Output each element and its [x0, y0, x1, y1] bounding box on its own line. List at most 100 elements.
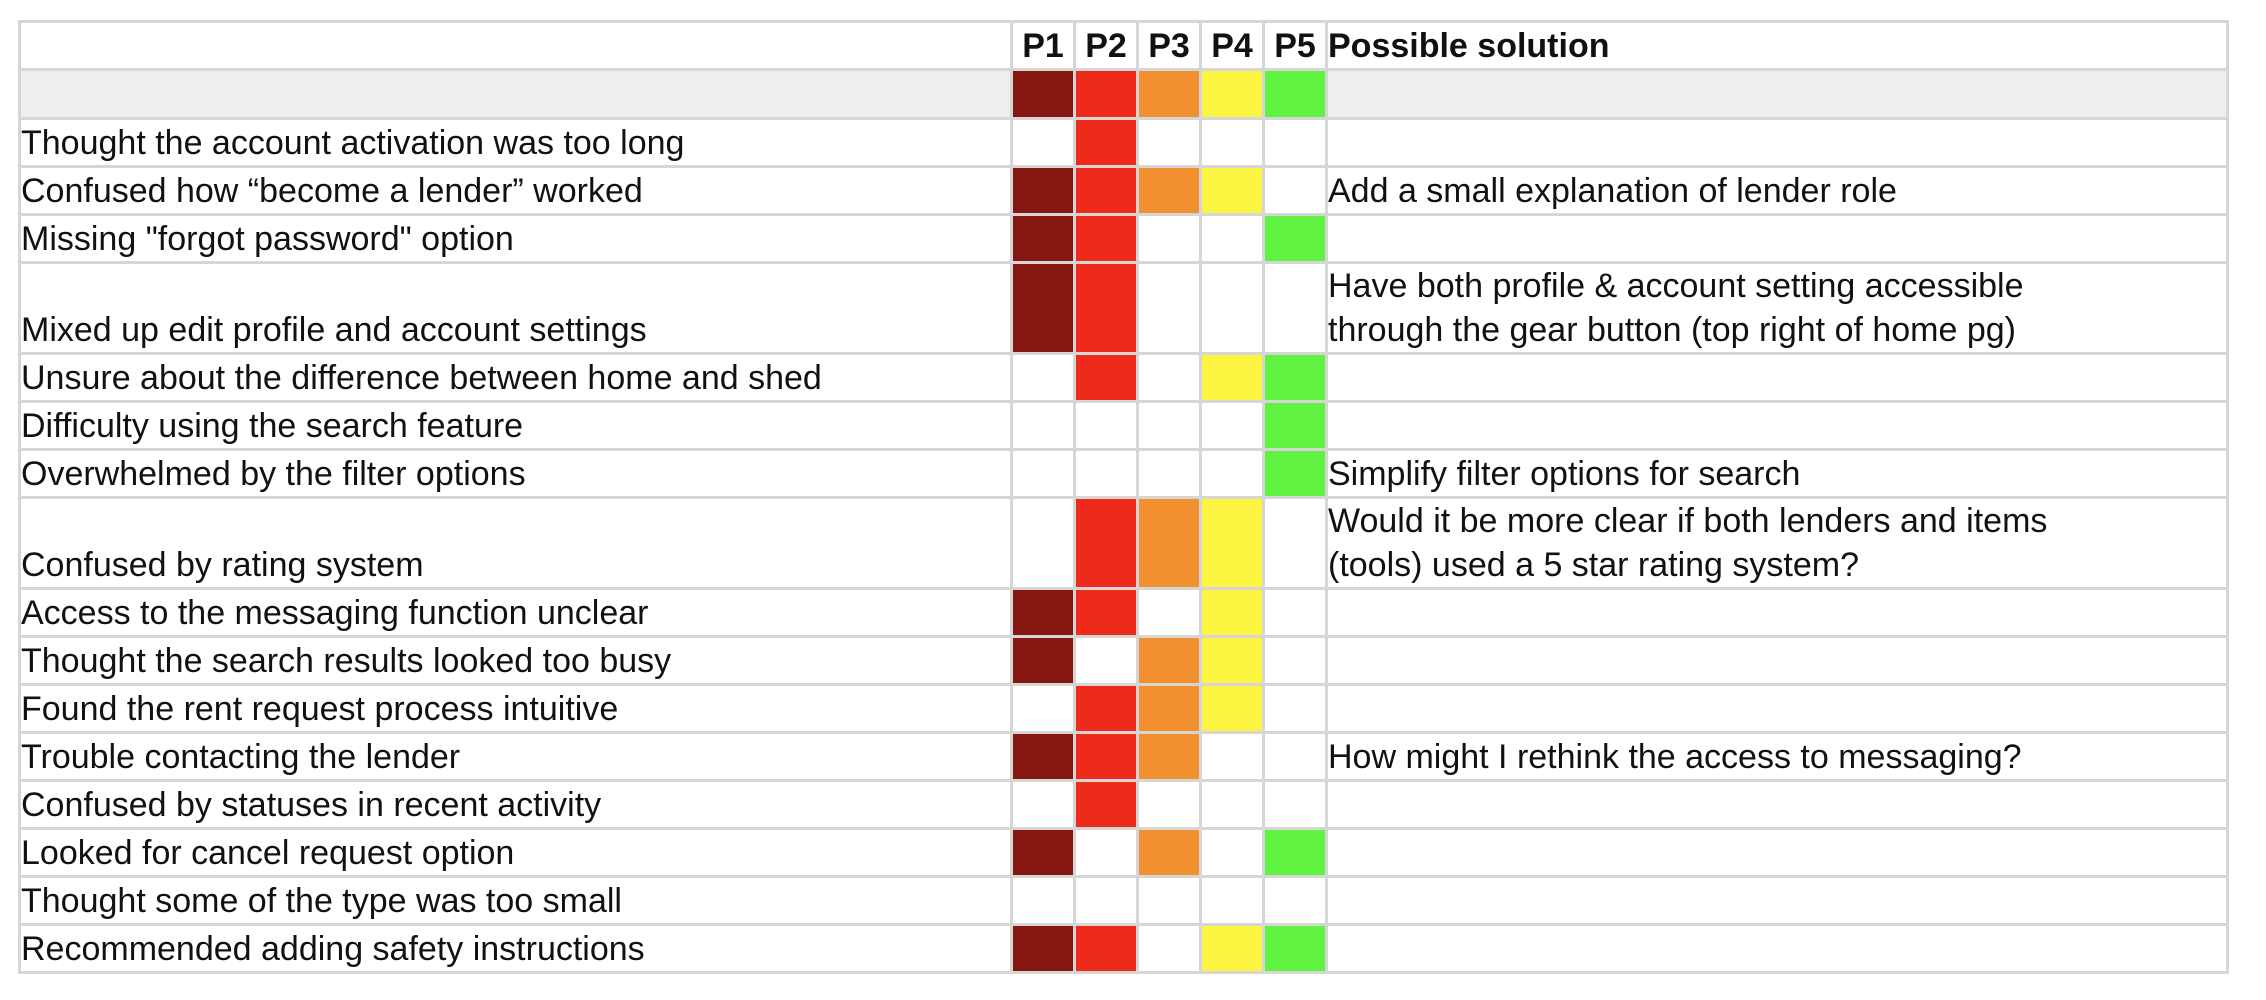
mark-p5	[1262, 587, 1328, 638]
mark-p4	[1199, 731, 1265, 782]
solution-text: Have both profile & account setting acce…	[1325, 261, 2229, 355]
mark-p5	[1262, 117, 1328, 168]
table-row: Trouble contacting the lender How might I…	[18, 731, 2229, 782]
solution-text	[1325, 213, 2229, 264]
mark-p5	[1262, 683, 1328, 734]
table-row: Difficulty using the search feature	[18, 400, 2229, 451]
issue-label: Overwhelmed by the filter options	[18, 448, 1013, 499]
legend-swatch-p1	[1010, 68, 1076, 120]
issue-label: Unsure about the difference between home…	[18, 352, 1013, 403]
solution-header: Possible solution	[1325, 20, 2229, 71]
mark-p3	[1136, 165, 1202, 216]
mark-p5	[1262, 261, 1328, 355]
legend-blank-cell	[18, 68, 1013, 120]
mark-p4	[1199, 875, 1265, 926]
solution-text	[1325, 400, 2229, 451]
mark-p4	[1199, 165, 1265, 216]
solution-text	[1325, 587, 2229, 638]
solution-text	[1325, 117, 2229, 168]
legend-solution-cell	[1325, 68, 2229, 120]
issue-label: Found the rent request process intuitive	[18, 683, 1013, 734]
mark-p5	[1262, 779, 1328, 830]
issue-label: Missing "forgot password" option	[18, 213, 1013, 264]
header-row: P1 P2 P3 P4 P5 Possible solution	[18, 20, 2229, 71]
mark-p1	[1010, 635, 1076, 686]
legend-swatch-p5	[1262, 68, 1328, 120]
mark-p2	[1073, 448, 1139, 499]
issue-label: Thought the account activation was too l…	[18, 117, 1013, 168]
solution-text	[1325, 352, 2229, 403]
mark-p1	[1010, 827, 1076, 878]
mark-p2	[1073, 352, 1139, 403]
issue-label: Looked for cancel request option	[18, 827, 1013, 878]
mark-p3	[1136, 352, 1202, 403]
table-row: Thought the search results looked too bu…	[18, 635, 2229, 686]
mark-p1	[1010, 875, 1076, 926]
mark-p5	[1262, 875, 1328, 926]
issue-label: Recommended adding safety instructions	[18, 923, 1013, 974]
legend-swatch-p3	[1136, 68, 1202, 120]
participant-header-p3: P3	[1136, 20, 1202, 71]
participant-header-p5: P5	[1262, 20, 1328, 71]
mark-p2	[1073, 400, 1139, 451]
mark-p4	[1199, 779, 1265, 830]
mark-p1	[1010, 448, 1076, 499]
mark-p3	[1136, 731, 1202, 782]
mark-p3	[1136, 683, 1202, 734]
mark-p1	[1010, 923, 1076, 974]
table-row: Mixed up edit profile and account settin…	[18, 261, 2229, 355]
mark-p3	[1136, 448, 1202, 499]
mark-p5	[1262, 352, 1328, 403]
mark-p2	[1073, 496, 1139, 590]
mark-p1	[1010, 261, 1076, 355]
table-row: Access to the messaging function unclear	[18, 587, 2229, 638]
legend-swatch-p4	[1199, 68, 1265, 120]
participant-header-p4: P4	[1199, 20, 1265, 71]
mark-p1	[1010, 352, 1076, 403]
mark-p2	[1073, 261, 1139, 355]
mark-p4	[1199, 496, 1265, 590]
issue-label: Difficulty using the search feature	[18, 400, 1013, 451]
issue-label: Confused by statuses in recent activity	[18, 779, 1013, 830]
solution-text	[1325, 875, 2229, 926]
mark-p4	[1199, 352, 1265, 403]
mark-p1	[1010, 117, 1076, 168]
mark-p4	[1199, 683, 1265, 734]
mark-p3	[1136, 261, 1202, 355]
mark-p5	[1262, 448, 1328, 499]
mark-p5	[1262, 635, 1328, 686]
mark-p4	[1199, 261, 1265, 355]
mark-p3	[1136, 923, 1202, 974]
solution-text: Add a small explanation of lender role	[1325, 165, 2229, 216]
mark-p4	[1199, 400, 1265, 451]
solution-text: Simplify filter options for search	[1325, 448, 2229, 499]
mark-p3	[1136, 400, 1202, 451]
mark-p5	[1262, 496, 1328, 590]
mark-p1	[1010, 779, 1076, 830]
mark-p3	[1136, 635, 1202, 686]
mark-p5	[1262, 400, 1328, 451]
mark-p1	[1010, 683, 1076, 734]
solution-text	[1325, 923, 2229, 974]
mark-p2	[1073, 923, 1139, 974]
participant-header-p2: P2	[1073, 20, 1139, 71]
mark-p2	[1073, 731, 1139, 782]
issue-label: Thought the search results looked too bu…	[18, 635, 1013, 686]
table-row: Overwhelmed by the filter options Simplif…	[18, 448, 2229, 499]
mark-p2	[1073, 635, 1139, 686]
mark-p4	[1199, 923, 1265, 974]
mark-p1	[1010, 587, 1076, 638]
solution-text	[1325, 635, 2229, 686]
mark-p5	[1262, 827, 1328, 878]
legend-swatch-p2	[1073, 68, 1139, 120]
mark-p3	[1136, 117, 1202, 168]
mark-p3	[1136, 827, 1202, 878]
mark-p4	[1199, 213, 1265, 264]
issue-label: Mixed up edit profile and account settin…	[18, 261, 1013, 355]
usability-findings-table: P1 P2 P3 P4 P5 Possible solution Thought…	[18, 20, 2229, 974]
table-row: Missing "forgot password" option	[18, 213, 2229, 264]
mark-p3	[1136, 587, 1202, 638]
mark-p5	[1262, 213, 1328, 264]
issue-label: Access to the messaging function unclear	[18, 587, 1013, 638]
table-row: Confused by rating system Would it be mor…	[18, 496, 2229, 590]
